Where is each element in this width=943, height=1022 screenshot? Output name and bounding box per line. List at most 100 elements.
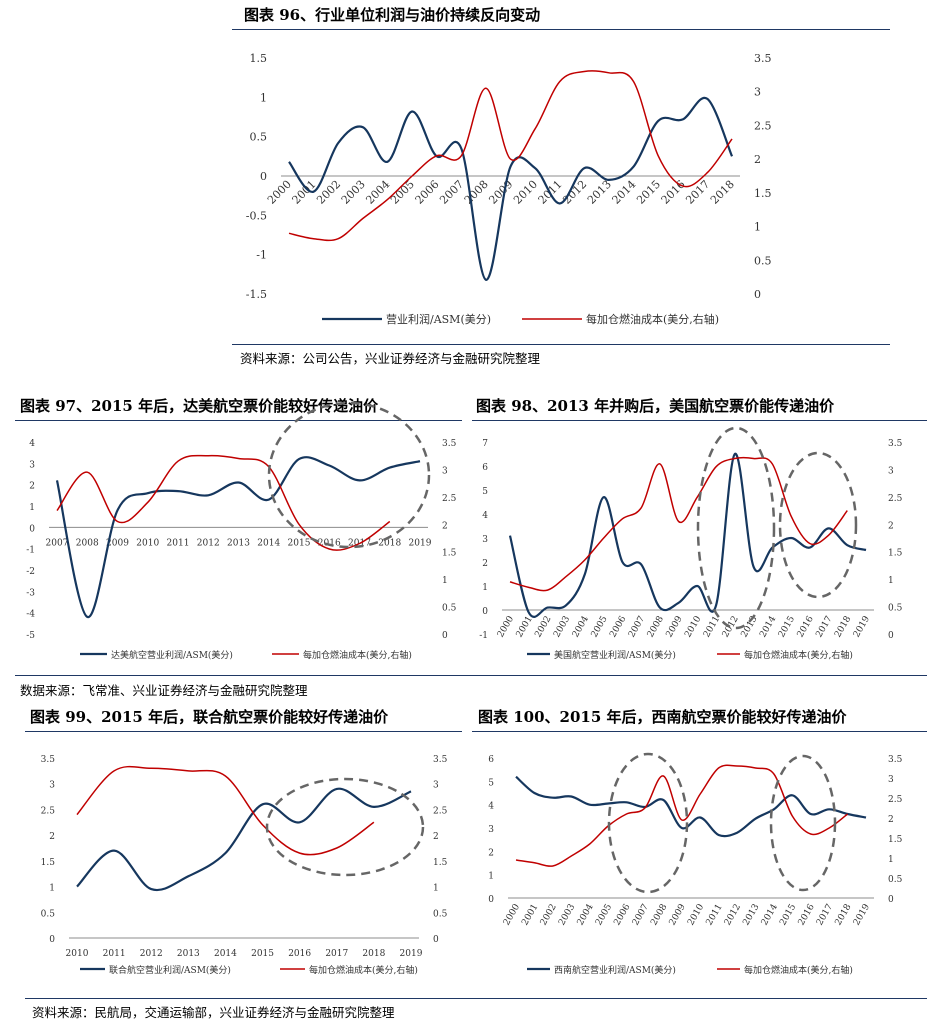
legend-label: 每加仓燃油成本(美分,右轴) xyxy=(744,649,853,661)
fig100-top-rule xyxy=(472,731,927,732)
y-tick-label: 7 xyxy=(482,439,488,449)
x-tick-label: 2019 xyxy=(852,902,872,927)
fig100-title: 图表 100、2015 年后，西南航空票价能较好传递油价 xyxy=(478,708,847,726)
x-tick-label: 2008 xyxy=(462,178,491,207)
x-tick-label: 2016 xyxy=(659,178,688,207)
x-tick-label: 2018 xyxy=(378,538,401,548)
x-tick-label: 2005 xyxy=(594,902,614,927)
x-tick-label: 2017 xyxy=(325,949,348,959)
x-tick-label: 2014 xyxy=(214,949,237,959)
legend-label: 每加仓燃油成本(美分,右轴) xyxy=(309,964,418,976)
y2-tick-label: 2 xyxy=(442,521,448,531)
fig98-title: 图表 98、2013 年并购后，美国航空票价能传递油价 xyxy=(476,397,835,415)
x-tick-label: 2013 xyxy=(227,538,250,548)
y2-tick-label: 3.5 xyxy=(888,439,903,449)
y2-tick-label: 3.5 xyxy=(442,439,457,449)
y2-tick-label: 0.5 xyxy=(442,604,457,614)
x-tick-label: 2000 xyxy=(502,902,522,927)
y2-tick-label: 3 xyxy=(888,775,894,785)
x-tick-label: 2004 xyxy=(571,614,591,639)
y2-tick-label: 0 xyxy=(754,288,761,301)
fig96-source: 资料来源：公司公告，兴业证券经济与金融研究院整理 xyxy=(240,351,541,366)
x-tick-label: 2015 xyxy=(778,902,798,927)
x-tick-label: 2000 xyxy=(265,178,294,207)
y2-tick-label: 2 xyxy=(433,832,439,842)
y2-tick-label: 0 xyxy=(442,631,448,641)
x-tick-label: 2003 xyxy=(552,614,572,639)
x-tick-label: 2018 xyxy=(833,614,853,639)
legend-label: 达美航空营业利润/ASM(美分) xyxy=(111,649,233,661)
x-tick-label: 2010 xyxy=(686,902,706,927)
x-tick-label: 2014 xyxy=(758,614,778,639)
y-tick-label: -3 xyxy=(26,588,35,598)
x-tick-label: 2013 xyxy=(177,949,200,959)
x-tick-label: 2014 xyxy=(257,538,280,548)
x-tick-label: 2002 xyxy=(533,615,553,640)
x-tick-label: 2010 xyxy=(136,538,159,548)
y2-tick-label: 2 xyxy=(754,153,761,166)
highlight-ellipse xyxy=(778,451,858,599)
x-tick-label: 2010 xyxy=(511,178,540,207)
y2-tick-label: 2.5 xyxy=(442,494,457,504)
y-tick-label: -1.5 xyxy=(246,288,267,301)
highlight-ellipse xyxy=(607,752,689,894)
y-tick-label: 3 xyxy=(482,535,488,545)
y2-tick-label: 1.5 xyxy=(442,549,457,559)
legend-label: 联合航空营业利润/ASM(美分) xyxy=(109,964,231,976)
y-tick-label: 1 xyxy=(488,872,494,882)
y2-tick-label: 1 xyxy=(442,576,448,586)
y2-tick-label: 2.5 xyxy=(888,494,903,504)
y-tick-label: -5 xyxy=(26,631,35,641)
y-tick-label: 3 xyxy=(29,460,35,470)
fig97-title: 图表 97、2015 年后，达美航空票价能较好传递油价 xyxy=(20,397,379,415)
x-tick-label: 2011 xyxy=(702,615,722,640)
x-tick-label: 2001 xyxy=(515,615,535,640)
chart-99: 0 0.5 1 1.5 2 2.5 3 3.5 0 0.5 1 1.5 2 2.5 3 3.5 2010 2011… xyxy=(41,755,448,976)
x-tick-label: 2008 xyxy=(76,538,99,548)
y-tick-label: 0 xyxy=(488,895,494,905)
x-tick-label: 2010 xyxy=(66,949,89,959)
x-tick-label: 2012 xyxy=(723,903,743,928)
y-tick-label: 0 xyxy=(482,607,488,617)
y-tick-label: 0 xyxy=(29,524,35,534)
y-tick-label: 3 xyxy=(488,825,494,835)
fig99-top-rule xyxy=(25,731,462,732)
y2-tick-label: 1.5 xyxy=(433,858,448,868)
y2-tick-label: 3 xyxy=(442,466,448,476)
fig98-top-rule xyxy=(472,420,927,421)
series-line-profit xyxy=(515,775,867,838)
series-line-fuel xyxy=(76,765,375,856)
x-tick-label: 2017 xyxy=(815,902,835,927)
y-tick-label: 2 xyxy=(29,482,35,492)
y2-tick-label: 2.5 xyxy=(433,806,448,816)
x-tick-label: 2009 xyxy=(665,614,685,639)
x-tick-label: 2016 xyxy=(796,614,816,639)
series-line-profit xyxy=(508,452,867,618)
y-tick-label: -2 xyxy=(26,567,35,577)
y2-tick-label: 0.5 xyxy=(433,909,448,919)
x-tick-label: 2018 xyxy=(362,949,385,959)
y2-tick-label: 2.5 xyxy=(754,119,772,132)
x-tick-label: 2005 xyxy=(388,178,417,207)
y-tick-label: 1 xyxy=(260,91,267,104)
x-tick-label: 2004 xyxy=(363,178,392,207)
y-tick-label: 1.5 xyxy=(41,858,56,868)
x-tick-label: 2009 xyxy=(106,538,129,548)
x-tick-label: 2012 xyxy=(197,538,220,548)
chart-100: 012345600.511.522.533.520002001200220032… xyxy=(488,752,903,976)
x-tick-label: 2015 xyxy=(777,614,797,639)
fig99-100-source: 资料来源：民航局，交通运输部，兴业证券经济与金融研究院整理 xyxy=(32,1005,395,1020)
y2-tick-label: 1.5 xyxy=(888,835,903,845)
y2-tick-label: 3 xyxy=(754,86,761,99)
x-tick-label: 2009 xyxy=(486,178,515,207)
x-tick-label: 2016 xyxy=(318,538,341,548)
y2-tick-label: 1.5 xyxy=(888,549,903,559)
y2-tick-label: 0.5 xyxy=(754,254,772,267)
y-tick-label: 2.5 xyxy=(41,806,56,816)
x-tick-label: 2018 xyxy=(708,178,737,207)
fig99-title: 图表 99、2015 年后，联合航空票价能较好传递油价 xyxy=(30,708,389,726)
fig99-100-bottom-rule xyxy=(25,998,927,999)
series-line-profit xyxy=(55,456,421,619)
y-tick-label: 6 xyxy=(488,755,494,765)
x-tick-label: 2007 xyxy=(46,538,69,548)
